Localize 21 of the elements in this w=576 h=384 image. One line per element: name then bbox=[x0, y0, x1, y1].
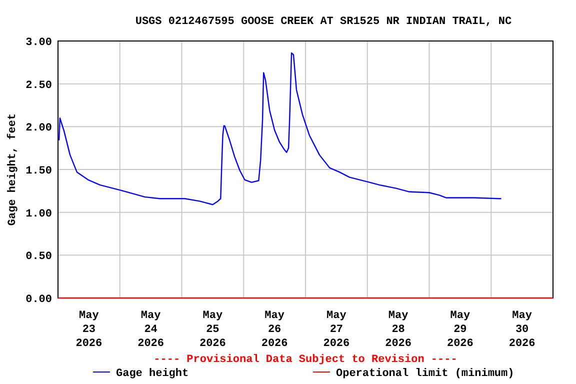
y-tick-label: 0.00 bbox=[26, 294, 52, 306]
y-tick-label: 0.50 bbox=[26, 251, 52, 264]
y-tick-label: 1.00 bbox=[26, 208, 52, 220]
y-tick-label: 2.50 bbox=[26, 80, 52, 92]
line-series bbox=[58, 52, 502, 206]
y-tick-label: 3.00 bbox=[26, 37, 52, 49]
y-tick-label: 1.50 bbox=[26, 166, 52, 178]
chart-title: USGS 0212467595 GOOSE CREEK AT SR1525 NR INDIAN TRAIL, NC bbox=[135, 16, 512, 28]
x-tick-label: May 24 2026 bbox=[138, 310, 164, 350]
y-tick-label: 2.00 bbox=[26, 122, 52, 135]
text: ---- Provisional Data Subject to Revision ---- bbox=[154, 354, 458, 366]
x-tick-label: May 30 2026 bbox=[508, 310, 536, 350]
x-tick-label: May 26 2026 bbox=[261, 310, 288, 350]
x-tick-label: May 27 2026 bbox=[323, 310, 350, 350]
x-tick-label: May 28 2026 bbox=[385, 310, 412, 350]
y-axis-title: Gage height, feet bbox=[6, 113, 19, 226]
x-tick-label: May 23 2026 bbox=[76, 310, 102, 350]
x-tick-label: May 29 2026 bbox=[446, 310, 474, 350]
x-tick-label: May 25 2026 bbox=[199, 310, 226, 350]
legend-label: Gage height bbox=[116, 368, 189, 380]
legend-label: Operational limit (minimum) bbox=[336, 368, 514, 380]
